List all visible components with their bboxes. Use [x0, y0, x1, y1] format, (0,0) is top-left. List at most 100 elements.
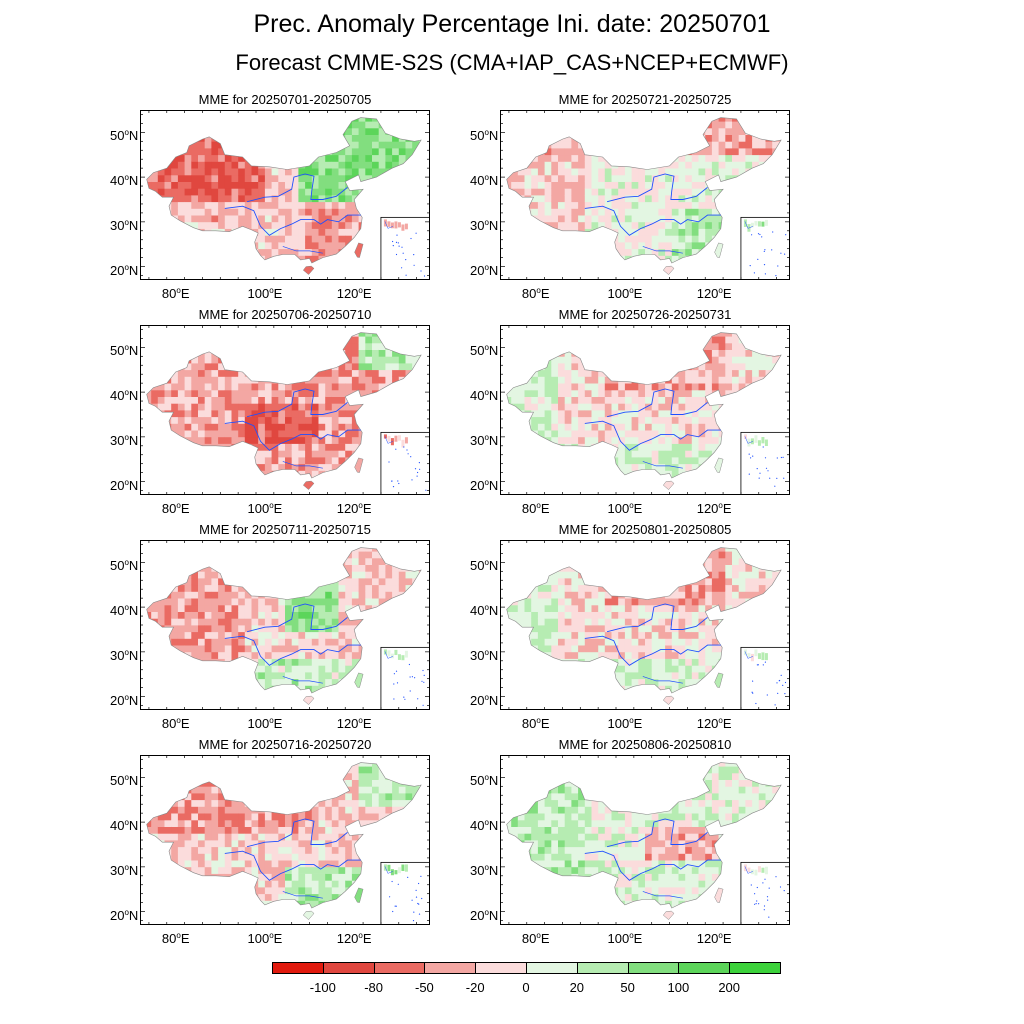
axis-ticks: [500, 325, 790, 495]
lon-tick-label: 120oE: [336, 716, 372, 731]
lon-tick-label: 100oE: [247, 286, 283, 301]
map-panel: MME for 20250806-20250810 50oN 40oN 30oN 20o…: [470, 737, 870, 946]
lon-tick-label: 80oE: [521, 716, 550, 731]
taiwan-island: [714, 672, 724, 688]
lon-tick-label: 120oE: [336, 286, 372, 301]
hainan-island: [302, 480, 315, 490]
axis-ticks: [140, 540, 430, 710]
map-panel: MME for 20250716-20250720 50oN 40oN 30oN 20o…: [110, 737, 510, 946]
taiwan-island: [354, 887, 364, 903]
lon-tick-label: 100oE: [607, 501, 643, 516]
map-svg: [500, 755, 790, 925]
map-frame: 50oN 40oN 30oN 20oN 80oE 100oE 120oE: [470, 755, 790, 946]
lat-tick-label: 30oN: [110, 432, 139, 448]
panel-title: MME for 20250801-20250805: [558, 522, 732, 537]
colorbar-swatch: [272, 962, 324, 974]
pearl-river: [282, 461, 323, 469]
lon-tick-label: 80oE: [161, 286, 190, 301]
map-svg: [500, 110, 790, 280]
lon-tick-label: 120oE: [696, 716, 732, 731]
map-panel: MME for 20250721-20250725 50oN 40oN 30oN 20o…: [470, 92, 870, 301]
lat-tick-label: 40oN: [110, 818, 139, 834]
map-frame: 50oN 40oN 30oN 20oN 80oE 100oE 120oE: [110, 755, 430, 946]
colorbar-label: -20: [465, 980, 485, 995]
map-svg: [140, 110, 430, 280]
south-china-sea-inset: [740, 431, 790, 495]
lat-tick-label: 20oN: [470, 477, 499, 493]
axis-ticks: [140, 755, 430, 925]
map-frame: 50oN 40oN 30oN 20oN 80oE 100oE 120oE: [110, 110, 430, 301]
map-frame: 50oN 40oN 30oN 20oN 80oE 100oE 120oE: [110, 325, 430, 516]
china-outline: [146, 762, 422, 909]
lat-tick-label: 40oN: [470, 603, 499, 619]
hainan-island: [302, 910, 315, 920]
taiwan-island: [354, 672, 364, 688]
colorbar-swatch: [627, 962, 680, 974]
china-outline: [146, 547, 422, 694]
map-svg: [140, 540, 430, 710]
panel-title: MME for 20250711-20250715: [199, 522, 371, 537]
lon-tick-label: 80oE: [161, 501, 190, 516]
lat-tick-label: 40oN: [110, 603, 139, 619]
south-china-sea-inset: [380, 216, 430, 280]
pearl-river: [642, 676, 683, 684]
colorbar-label: -100: [309, 980, 336, 995]
lat-tick-label: 30oN: [110, 647, 139, 663]
yangtze-river: [584, 635, 721, 666]
lat-tick-label: 20oN: [110, 477, 139, 493]
lat-tick-label: 30oN: [470, 862, 499, 878]
pearl-river: [282, 676, 323, 684]
yellow-river: [606, 388, 708, 418]
taiwan-island: [714, 887, 724, 903]
lon-tick-label: 100oE: [607, 716, 643, 731]
map-panel: MME for 20250726-20250731 50oN 40oN 30oN 20o…: [470, 307, 870, 516]
lat-tick-label: 20oN: [470, 692, 499, 708]
china-outline: [506, 117, 782, 264]
taiwan-island: [714, 242, 724, 258]
colorbar-label: -50: [414, 980, 434, 995]
taiwan-island: [354, 457, 364, 473]
map-svg: [500, 540, 790, 710]
panel-title: MME for 20250701-20250705: [198, 92, 372, 107]
map-frame: 50oN 40oN 30oN 20oN 80oE 100oE 120oE: [110, 540, 430, 731]
panel-title: MME for 20250726-20250731: [558, 307, 732, 322]
lon-tick-label: 120oE: [696, 931, 732, 946]
colorbar-label: 200: [718, 980, 741, 995]
lat-tick-label: 30oN: [470, 647, 499, 663]
colorbar-swatch: [576, 962, 629, 974]
lat-tick-label: 30oN: [470, 432, 499, 448]
lat-tick-label: 30oN: [470, 217, 499, 233]
lon-tick-label: 100oE: [607, 286, 643, 301]
map-svg: [140, 755, 430, 925]
lat-tick-label: 50oN: [110, 128, 139, 144]
yellow-river: [246, 388, 348, 418]
taiwan-island: [354, 242, 364, 258]
pearl-river: [282, 891, 323, 899]
lon-tick-label: 80oE: [521, 931, 550, 946]
lon-tick-label: 100oE: [247, 716, 283, 731]
panel-title: MME for 20250806-20250810: [558, 737, 732, 752]
colorbar-label: 20: [569, 980, 585, 995]
colorbar-swatch: [373, 962, 426, 974]
axis-ticks: [500, 110, 790, 280]
south-china-sea-inset: [380, 646, 430, 710]
hainan-island: [662, 480, 675, 490]
colorbar: [272, 962, 781, 976]
south-china-sea-inset: [740, 646, 790, 710]
hainan-island: [662, 695, 675, 705]
colorbar-label: 100: [667, 980, 690, 995]
pearl-river: [642, 891, 683, 899]
lat-tick-label: 20oN: [110, 262, 139, 278]
china-outline: [506, 762, 782, 909]
colorbar-swatch: [424, 962, 477, 974]
colorbar-swatch: [475, 962, 527, 974]
map-panel: MME for 20250801-20250805 50oN 40oN 30oN 20o…: [470, 522, 870, 731]
china-outline: [506, 332, 782, 479]
chart-subtitle: Forecast CMME-S2S (CMA+IAP_CAS+NCEP+ECMW…: [235, 50, 789, 75]
lon-tick-label: 100oE: [247, 931, 283, 946]
map-frame: 50oN 40oN 30oN 20oN 80oE 100oE 120oE: [470, 540, 790, 731]
south-china-sea-inset: [740, 216, 790, 280]
south-china-sea-inset: [740, 861, 790, 925]
lat-tick-label: 20oN: [110, 907, 139, 923]
lon-tick-label: 120oE: [336, 501, 372, 516]
